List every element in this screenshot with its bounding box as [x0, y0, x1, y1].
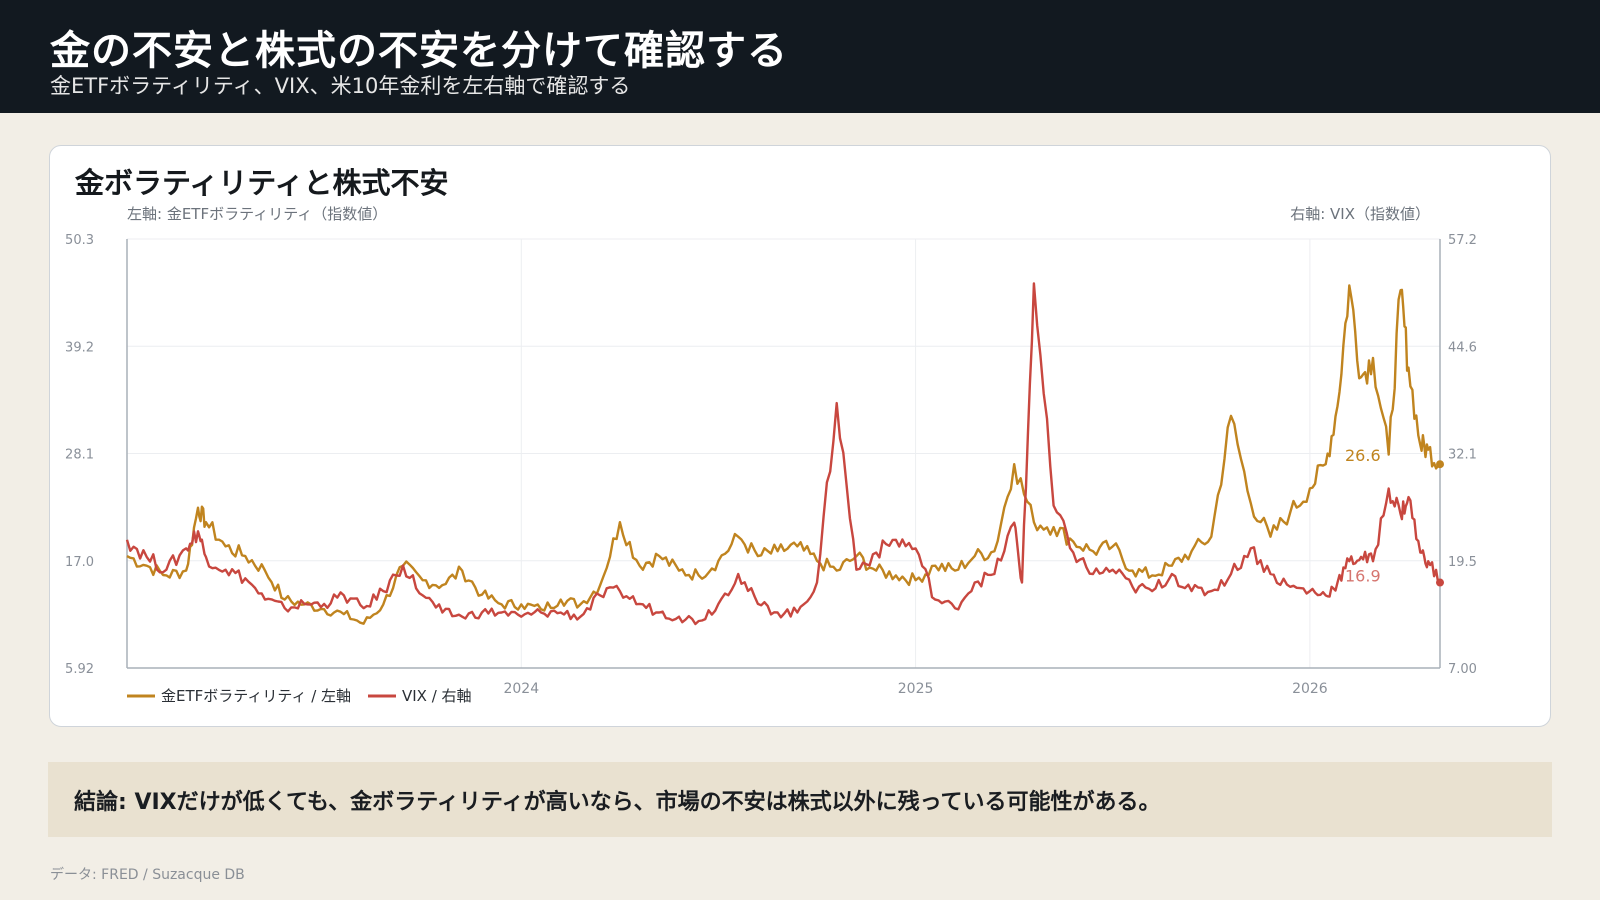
legend-label-gold: 金ETFボラティリティ / 左軸	[161, 687, 351, 705]
y-right-tick-label: 7.00	[1448, 662, 1477, 677]
gold-end-value-label: 26.6	[1345, 446, 1381, 465]
chart-card-title: 金ボラティリティと株式不安	[75, 166, 449, 200]
axis-layer: 50.3 57.2 39.2 44.6 28.1 32.1 17.0 19.5 5.92 7.00…	[65, 205, 1477, 697]
y-right-tick-label: 57.2	[1448, 233, 1477, 248]
page-title: 金の不安と株式の不安を分けて確認する	[50, 28, 788, 74]
series-end-point	[1436, 460, 1444, 469]
series-layer	[125, 282, 1444, 626]
grid-layer	[127, 238, 1440, 668]
conclusion-box: 結論: VIXだけが低くても、金ボラティリティが高いなら、市場の不安は株式以外に…	[48, 762, 1552, 837]
chart-card: 金ボラティリティと株式不安 50.3 57.2 39.2 44.6 28.1 32.1 17…	[49, 145, 1551, 727]
y-left-tick-label: 50.3	[65, 233, 94, 248]
series-end-point	[1436, 578, 1444, 587]
y-right-tick-label: 44.6	[1448, 340, 1477, 355]
series-line-gold-volatility	[126, 284, 1441, 625]
y-left-tick-label: 28.1	[65, 448, 94, 463]
y-left-tick-label: 39.2	[65, 340, 94, 355]
label-layer: 26.6 16.9 金ETFボラティリティ / 左軸 VIX / 右軸	[127, 446, 1381, 705]
dual-axis-line-chart: 50.3 57.2 39.2 44.6 28.1 32.1 17.0 19.5 5.92 7.00…	[65, 205, 1477, 705]
page-subtitle: 金ETFボラティリティ、VIX、米10年金利を左右軸で確認する	[50, 74, 631, 98]
y-left-tick-label: 17.0	[65, 555, 94, 570]
right-axis-title: 右軸: VIX（指数値）	[1290, 205, 1430, 223]
data-source: データ: FRED / Suzacque DB	[50, 867, 245, 883]
legend-label-vix: VIX / 右軸	[402, 687, 472, 705]
x-tick-label: 2025	[898, 681, 934, 697]
y-right-tick-label: 32.1	[1448, 448, 1477, 463]
x-tick-label: 2024	[503, 681, 539, 697]
y-right-tick-label: 19.5	[1448, 555, 1477, 570]
x-tick-label: 2026	[1292, 681, 1328, 697]
header-banner: 金の不安と株式の不安を分けて確認する 金ETFボラティリティ、VIX、米10年金…	[0, 0, 1600, 113]
conclusion-text: 結論: VIXだけが低くても、金ボラティリティが高いなら、市場の不安は株式以外に…	[74, 790, 1161, 815]
vix-end-value-label: 16.9	[1345, 567, 1381, 586]
series-line-vix	[125, 282, 1441, 626]
y-left-tick-label: 5.92	[65, 662, 94, 677]
left-axis-title: 左軸: 金ETFボラティリティ（指数値）	[127, 205, 387, 223]
